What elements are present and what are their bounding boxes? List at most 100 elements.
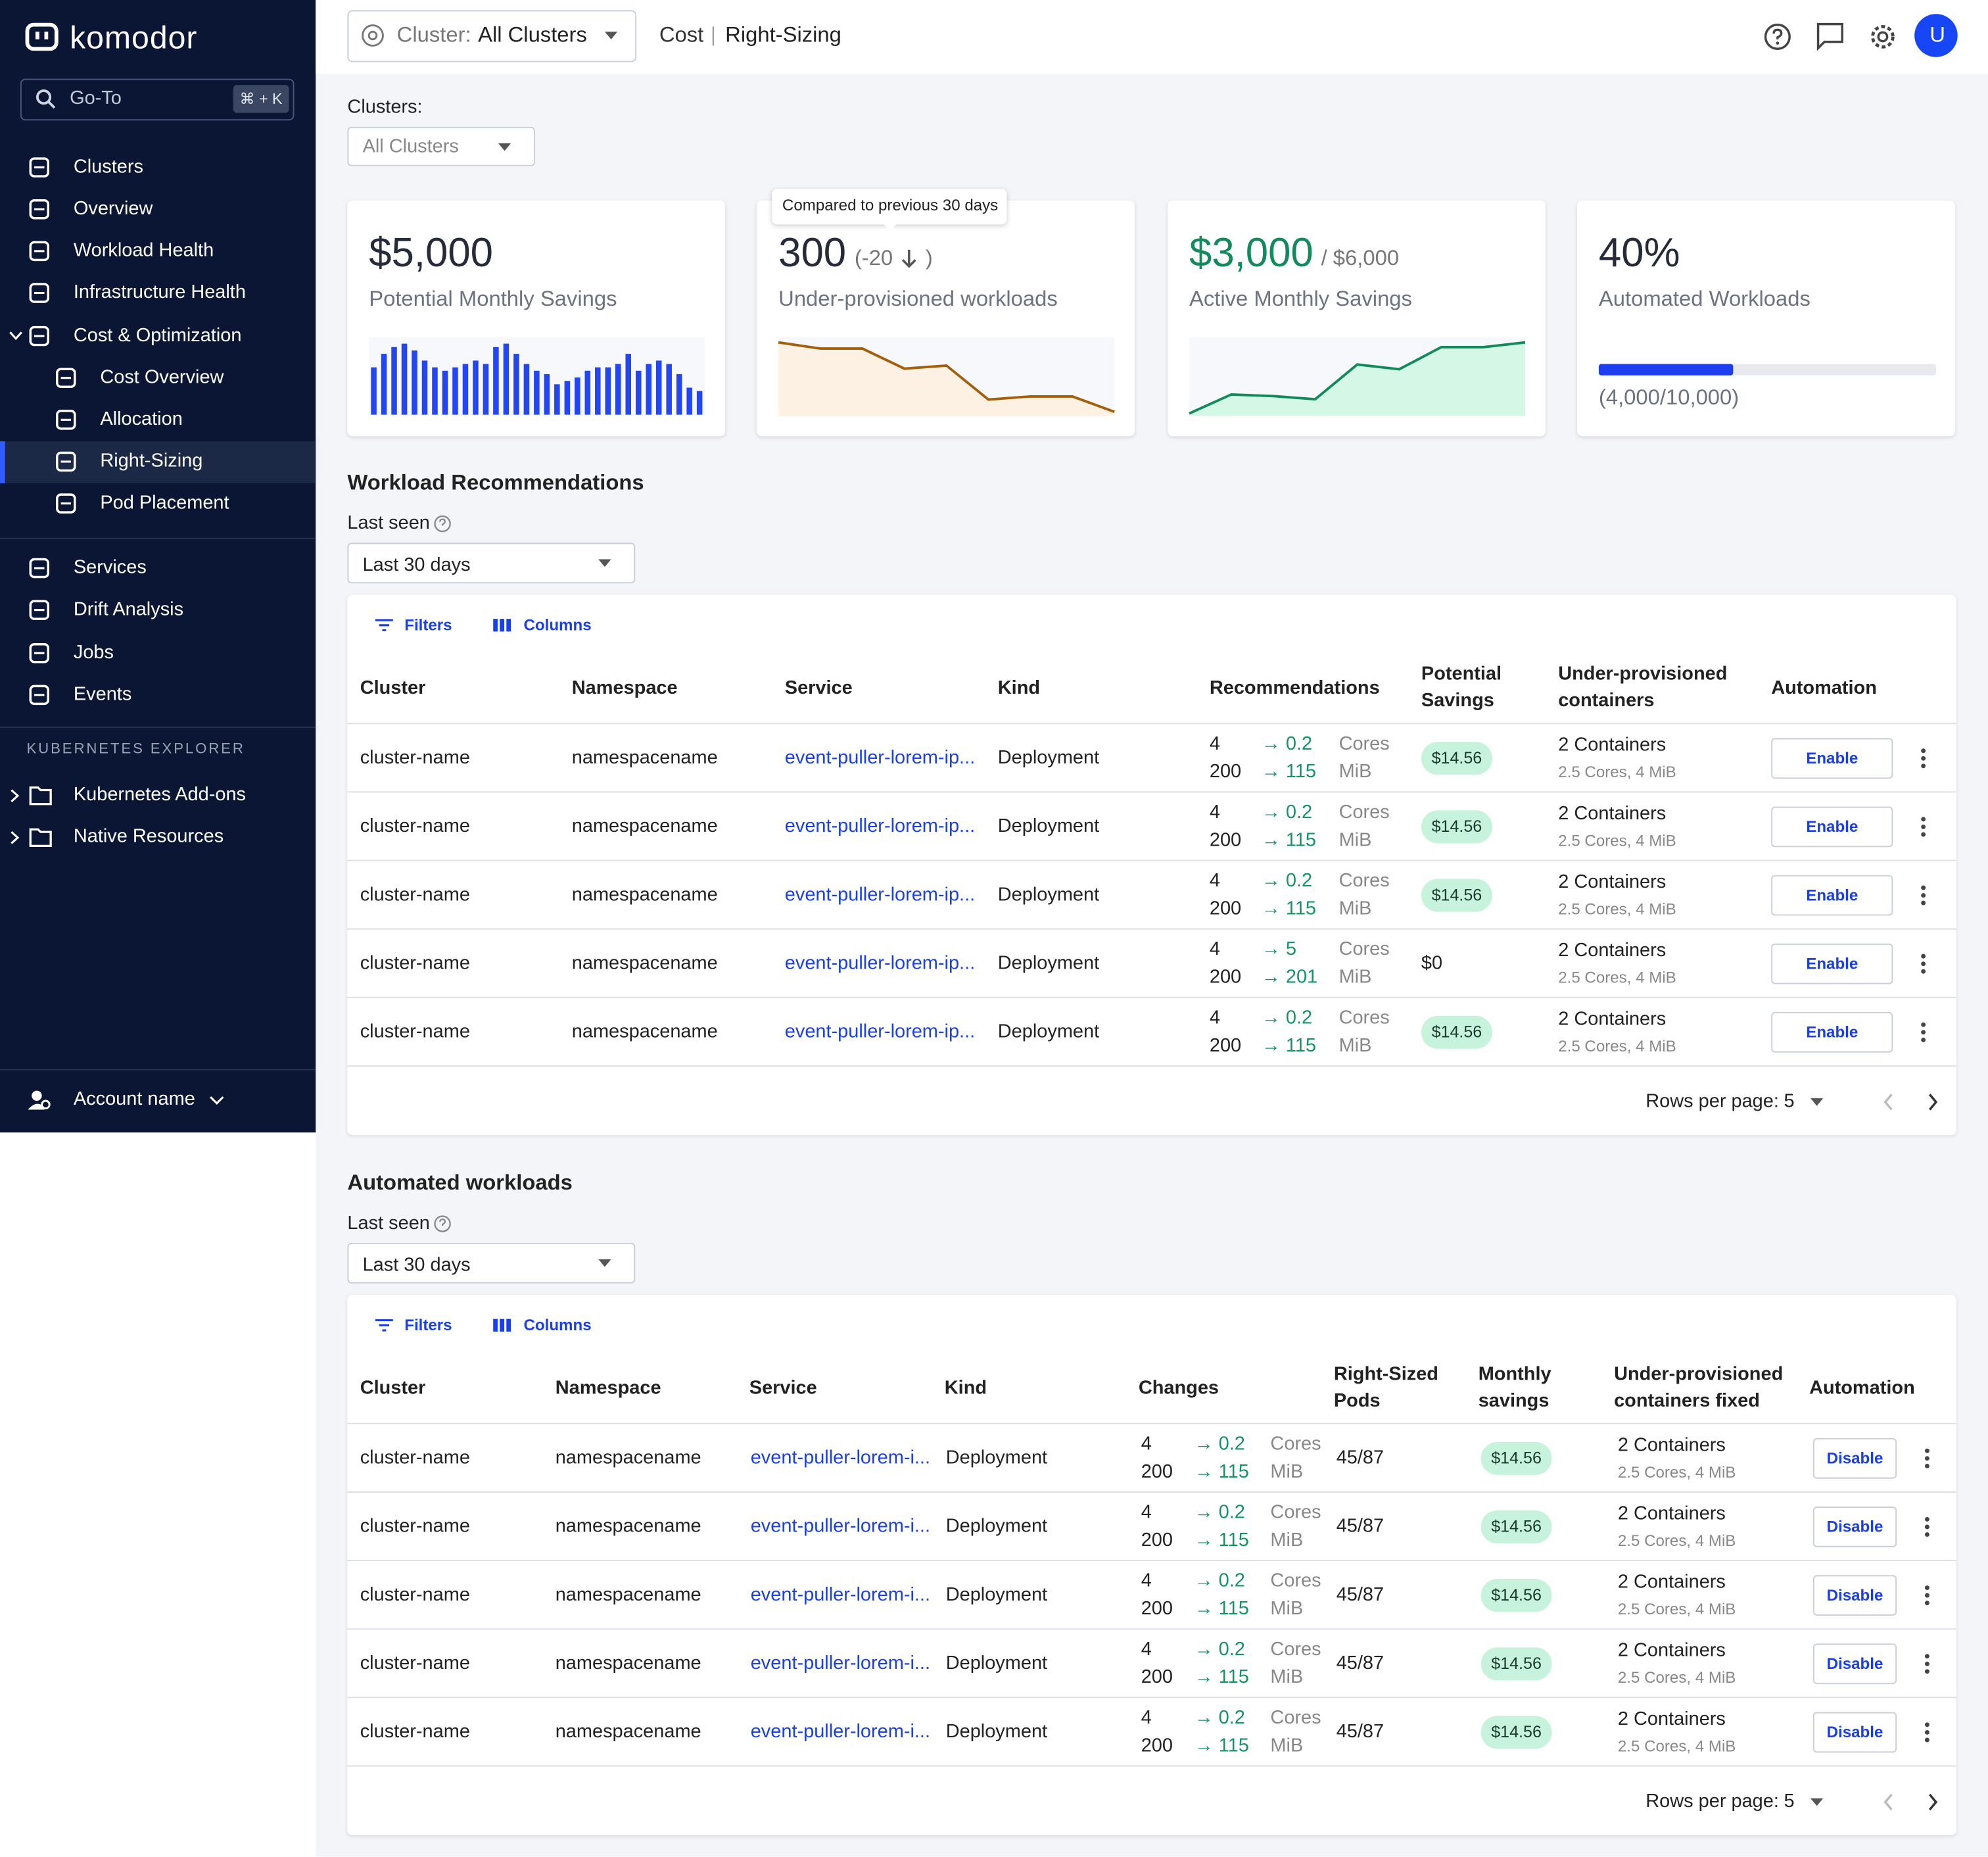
row-menu[interactable] — [1921, 1022, 1926, 1042]
search-icon — [36, 89, 56, 109]
automation-button[interactable]: Enable — [1771, 944, 1893, 984]
account-name[interactable]: Account name — [74, 1086, 195, 1113]
automation-button[interactable]: Disable — [1813, 1575, 1897, 1616]
nav-item[interactable]: Clusters — [74, 153, 143, 181]
automation-button[interactable]: Disable — [1813, 1643, 1897, 1684]
nav-item[interactable]: Workload Health — [74, 237, 214, 265]
automation-button[interactable]: Disable — [1813, 1712, 1897, 1753]
row-menu[interactable] — [1921, 748, 1926, 769]
nav-item[interactable]: Drift Analysis — [74, 596, 183, 623]
nav-item[interactable]: Kubernetes Add-ons — [74, 781, 246, 809]
cell-mem-unit: MiB — [1270, 1664, 1303, 1691]
rows-per-page-label: Rows per page: — [1645, 1088, 1779, 1116]
column-header: Kind — [998, 650, 1201, 724]
automation-button[interactable]: Disable — [1813, 1438, 1897, 1479]
cell-mem-to: → 115 — [1195, 1459, 1249, 1486]
automation-button[interactable]: Enable — [1771, 1012, 1893, 1053]
automation-button[interactable]: Enable — [1771, 738, 1893, 779]
column-header: Cluster — [360, 1351, 550, 1424]
cell-right-sized: 45/87 — [1337, 1718, 1384, 1746]
row-menu[interactable] — [1925, 1722, 1930, 1743]
spark-bar — [473, 360, 479, 414]
cell-mem-to: → 115 — [1262, 827, 1316, 854]
nav-item[interactable]: Events — [74, 681, 131, 709]
nav-item[interactable]: Jobs — [74, 639, 114, 667]
rows-per-page[interactable]: 5 — [1784, 1788, 1794, 1816]
row-line — [347, 997, 1956, 998]
automation-button[interactable]: Disable — [1813, 1507, 1897, 1547]
nav-item[interactable]: Cost & Optimization — [74, 322, 242, 350]
savings-badge: $14.56 — [1481, 1647, 1552, 1680]
cell-cpu: 4 — [1141, 1568, 1152, 1595]
divider — [0, 1069, 316, 1071]
cell-kind: Deployment — [998, 744, 1099, 772]
cell-mem-unit: MiB — [1339, 964, 1372, 992]
prev-page — [1884, 1795, 1893, 1810]
next-page[interactable] — [1928, 1795, 1937, 1810]
filters-button[interactable]: Filters — [404, 612, 452, 639]
cell-mem-unit: MiB — [1270, 1459, 1303, 1486]
row-menu[interactable] — [1925, 1585, 1930, 1606]
spark-bar — [686, 387, 692, 414]
columns-button[interactable]: Columns — [523, 1311, 591, 1339]
caret — [1810, 1098, 1823, 1106]
metric-label: Potential Monthly Savings — [369, 285, 617, 313]
divider — [0, 727, 316, 728]
account-icon — [28, 1090, 51, 1111]
settings-icon — [1869, 23, 1897, 51]
spark-bar — [504, 344, 509, 415]
cell-service[interactable]: event-puller-lorem-ip... — [785, 744, 975, 772]
column-header: Namespace — [556, 1351, 746, 1424]
column-header: Changes — [1139, 1351, 1329, 1424]
caret — [498, 143, 511, 151]
cell-service[interactable]: event-puller-lorem-i... — [751, 1718, 930, 1746]
row-menu[interactable] — [1921, 817, 1926, 837]
row-menu[interactable] — [1925, 1517, 1930, 1537]
spark-bar — [442, 371, 448, 415]
columns-button[interactable]: Columns — [523, 612, 591, 639]
row-menu[interactable] — [1925, 1654, 1930, 1674]
cell-service[interactable]: event-puller-lorem-i... — [751, 1513, 930, 1541]
column-header: Service — [785, 650, 988, 724]
cell-mem-unit: MiB — [1270, 1732, 1303, 1760]
search-placeholder: Go-To — [70, 85, 122, 112]
nav-item[interactable]: Right-Sizing — [100, 448, 202, 475]
tooltip-text: Compared to previous 30 days — [782, 191, 998, 219]
cell-service[interactable]: event-puller-lorem-i... — [751, 1445, 930, 1472]
breadcrumb[interactable]: Cost — [659, 22, 703, 49]
nav-item[interactable]: Native Resources — [74, 823, 224, 851]
cell-namespace: namespacename — [556, 1718, 701, 1746]
cell-cpu-unit: Cores — [1339, 936, 1390, 963]
filters-button[interactable]: Filters — [404, 1311, 452, 1339]
cell-service[interactable]: event-puller-lorem-i... — [751, 1650, 930, 1677]
last-seen-label: Last seen — [347, 510, 429, 537]
automation-button[interactable]: Enable — [1771, 875, 1893, 916]
cell-service[interactable]: event-puller-lorem-ip... — [785, 950, 975, 977]
row-menu[interactable] — [1921, 885, 1926, 905]
row-menu[interactable] — [1921, 953, 1926, 974]
rows-per-page[interactable]: 5 — [1784, 1088, 1794, 1116]
column-header: Under-provisioned containers — [1558, 650, 1748, 724]
cell-service[interactable]: event-puller-lorem-ip... — [785, 813, 975, 840]
progress-label: (4,000/10,000) — [1599, 384, 1739, 412]
nav-icon — [29, 283, 49, 303]
spark-bar — [371, 368, 377, 415]
nav-item[interactable]: Services — [74, 554, 147, 582]
savings-badge: $14.56 — [1421, 1016, 1492, 1049]
nav-item[interactable]: Allocation — [100, 406, 182, 433]
next-page[interactable] — [1928, 1094, 1937, 1109]
column-header: Monthly savings — [1479, 1351, 1580, 1424]
cell-kind: Deployment — [946, 1513, 1047, 1541]
cell-cluster: cluster-name — [360, 1718, 470, 1746]
row-menu[interactable] — [1925, 1448, 1930, 1468]
cell-service[interactable]: event-puller-lorem-ip... — [785, 881, 975, 909]
cell-service[interactable]: event-puller-lorem-ip... — [785, 1019, 975, 1046]
nav-item[interactable]: Cost Overview — [100, 364, 224, 391]
nav-icon — [29, 643, 49, 663]
nav-item[interactable]: Overview — [74, 195, 153, 223]
spark-bar — [636, 371, 642, 415]
nav-item[interactable]: Infrastructure Health — [74, 279, 246, 306]
nav-item[interactable]: Pod Placement — [100, 489, 229, 517]
cell-service[interactable]: event-puller-lorem-i... — [751, 1581, 930, 1609]
automation-button[interactable]: Enable — [1771, 807, 1893, 848]
